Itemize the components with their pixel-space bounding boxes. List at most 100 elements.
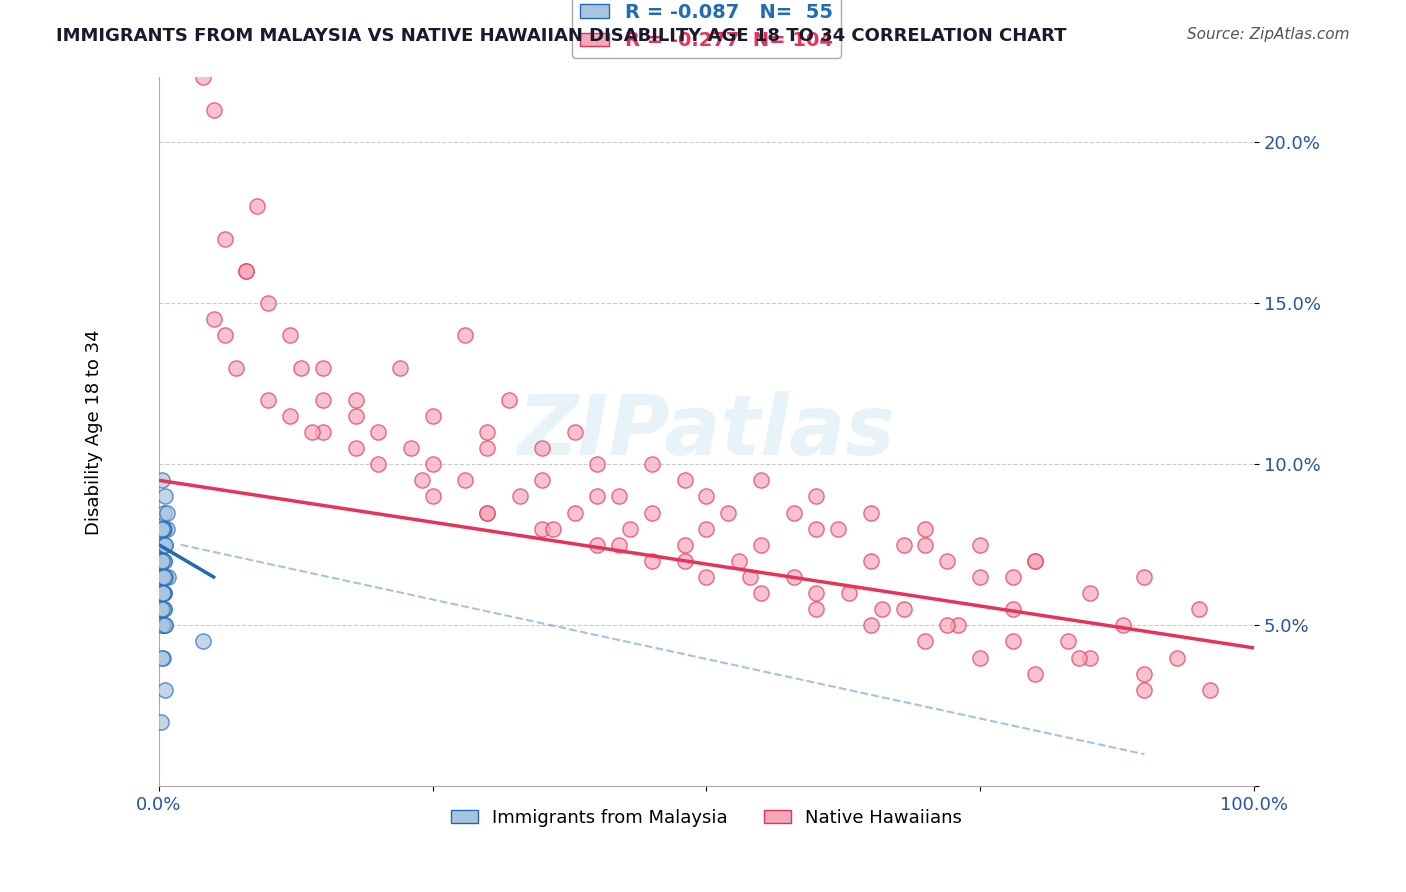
Point [246,199,269,213]
Point [914,522,936,536]
Point [1067,650,1090,665]
Point [936,554,959,568]
Point [422,490,444,504]
Point [235,264,257,278]
Point [640,457,662,471]
Point [153,602,176,616]
Point [152,586,174,600]
Point [153,554,176,568]
Point [150,586,173,600]
Point [804,602,827,616]
Point [893,602,915,616]
Point [155,490,177,504]
Point [312,360,335,375]
Point [152,522,174,536]
Point [150,522,173,536]
Point [859,554,882,568]
Point [477,506,499,520]
Point [1133,666,1156,681]
Point [607,490,630,504]
Point [1056,634,1078,648]
Point [150,618,173,632]
Point [153,602,176,616]
Point [1024,554,1046,568]
Point [586,490,609,504]
Legend: Immigrants from Malaysia, Native Hawaiians: Immigrants from Malaysia, Native Hawaiia… [443,802,970,834]
Point [749,473,772,487]
Point [893,538,915,552]
Text: ZIPatlas: ZIPatlas [517,392,896,473]
Point [783,570,806,584]
Point [278,328,301,343]
Point [235,264,257,278]
Point [411,473,433,487]
Point [717,506,740,520]
Point [1078,586,1101,600]
Point [1024,554,1046,568]
Point [150,554,173,568]
Point [155,506,177,520]
Point [399,441,422,455]
Point [454,473,477,487]
Point [1024,666,1046,681]
Point [152,586,174,600]
Point [150,473,173,487]
Point [153,570,176,584]
Point [740,570,762,584]
Point [367,425,389,439]
Point [312,392,335,407]
Point [202,103,225,117]
Point [202,312,225,326]
Point [749,538,772,552]
Point [936,618,959,632]
Y-axis label: Disability Age 18 to 34: Disability Age 18 to 34 [86,329,103,535]
Point [225,360,247,375]
Point [541,522,564,536]
Point [150,602,173,616]
Point [564,506,586,520]
Point [344,409,367,423]
Point [155,570,177,584]
Point [454,328,477,343]
Point [673,554,696,568]
Point [969,650,991,665]
Point [152,554,174,568]
Point [150,586,173,600]
Point [1199,682,1222,697]
Point [150,602,173,616]
Point [150,522,173,536]
Point [153,586,176,600]
Point [155,538,177,552]
Point [155,538,177,552]
Point [191,634,214,648]
Point [1002,634,1025,648]
Point [278,409,301,423]
Point [749,586,772,600]
Point [728,554,751,568]
Point [150,586,173,600]
Point [150,714,173,729]
Point [153,618,176,632]
Point [1002,570,1025,584]
Point [153,586,176,600]
Point [804,586,827,600]
Point [586,538,609,552]
Point [257,392,280,407]
Point [695,570,717,584]
Point [156,570,179,584]
Point [152,538,174,552]
Point [586,457,609,471]
Point [150,602,173,616]
Point [150,554,173,568]
Point [150,650,173,665]
Point [422,409,444,423]
Point [301,425,323,439]
Point [422,457,444,471]
Point [153,522,176,536]
Point [619,522,641,536]
Point [152,538,174,552]
Point [1078,650,1101,665]
Point [344,441,367,455]
Point [155,522,177,536]
Point [859,618,882,632]
